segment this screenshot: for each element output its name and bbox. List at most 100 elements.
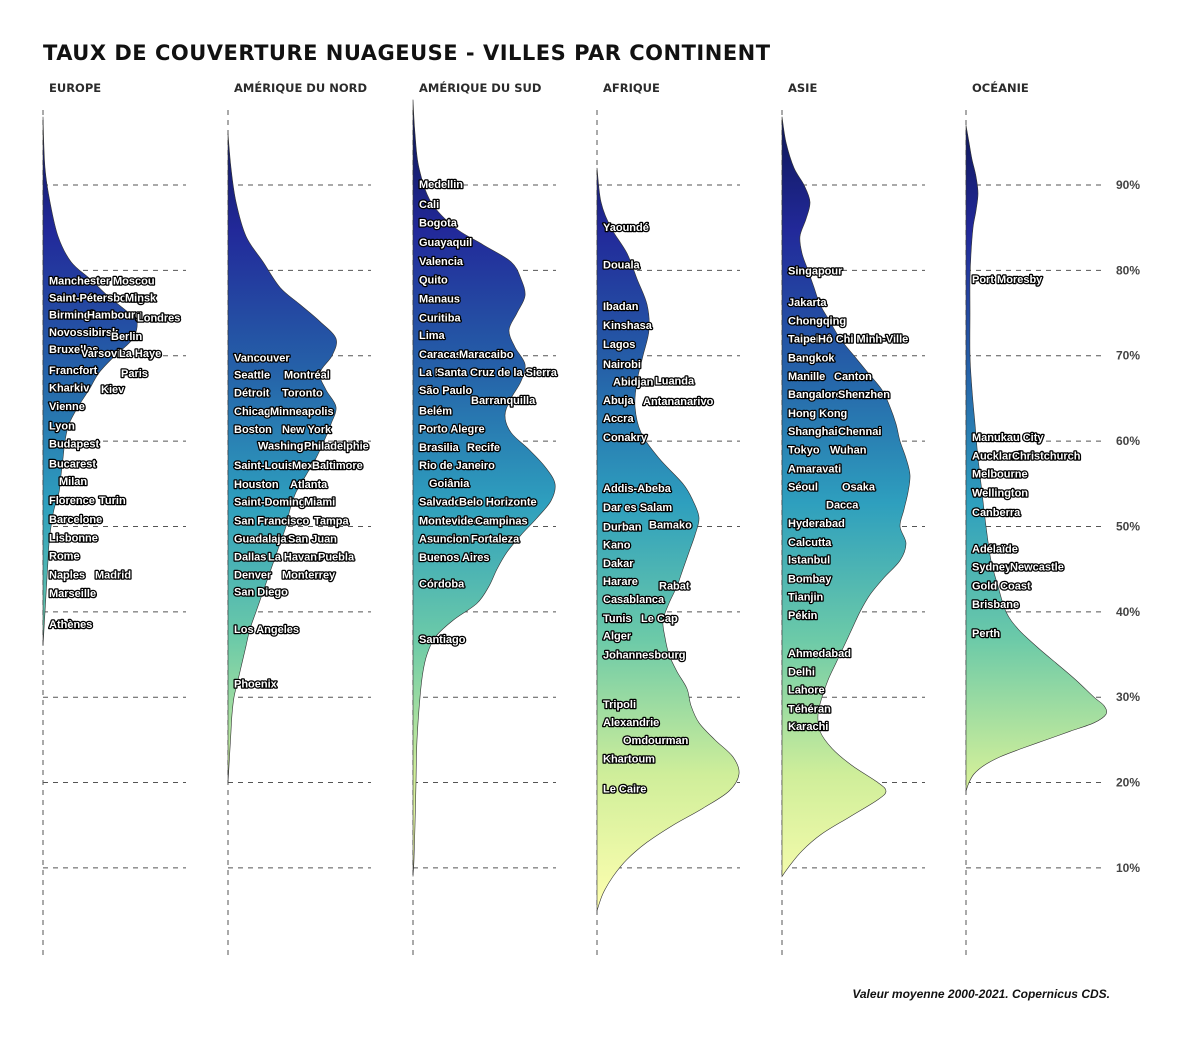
city-label: Paris bbox=[121, 368, 148, 380]
city-label: Córdoba bbox=[419, 579, 465, 591]
city-label: Vancouver bbox=[234, 352, 290, 364]
city-label: Auckland bbox=[972, 451, 1022, 463]
city-label: Tampa bbox=[314, 515, 350, 527]
city-label: Saint-Louis bbox=[234, 460, 294, 472]
city-label: Miami bbox=[304, 497, 335, 509]
city-label: Athènes bbox=[49, 619, 92, 631]
continent-column: AFRIQUE Yaoundé Douala Ibadan Kinshasa Lagos N… bbox=[596, 81, 740, 955]
city-label: Montevideo bbox=[419, 515, 480, 527]
city-label: Bangkok bbox=[788, 352, 835, 364]
city-label: Buenos Aires bbox=[419, 552, 490, 564]
city-label: Ibadan bbox=[603, 301, 639, 313]
city-label: Dacca bbox=[826, 499, 859, 511]
city-label: Guayaquil bbox=[419, 237, 472, 249]
city-label: Tokyo bbox=[788, 445, 820, 457]
city-label: Saint-Domingue bbox=[234, 497, 318, 509]
city-label: Goiânia bbox=[429, 478, 470, 490]
city-label: Dar es Salam bbox=[603, 502, 672, 514]
city-label: Caracas bbox=[419, 349, 462, 361]
city-label: Moscou bbox=[113, 276, 155, 288]
city-label: Khartoum bbox=[603, 754, 655, 766]
city-label: Novossibirsk bbox=[49, 327, 119, 339]
city-label: Kinshasa bbox=[603, 320, 653, 332]
city-label: Addis-Abeba bbox=[603, 483, 672, 495]
city-label: Minsk bbox=[125, 293, 157, 305]
city-label: Lima bbox=[419, 330, 446, 342]
city-label: Baltimore bbox=[312, 460, 363, 472]
city-label: Wellington bbox=[972, 487, 1028, 499]
city-label: Osaka bbox=[842, 481, 876, 493]
city-label: Bruxelles bbox=[49, 344, 99, 356]
continent-header: AMÉRIQUE DU SUD bbox=[419, 80, 541, 95]
city-label: Rabat bbox=[659, 580, 690, 592]
city-label: Rio de Janeiro bbox=[419, 460, 495, 472]
city-label: Jakarta bbox=[788, 297, 827, 309]
city-label: Naples bbox=[49, 569, 85, 581]
city-label: Téhéran bbox=[788, 703, 831, 715]
city-label: Accra bbox=[603, 413, 634, 425]
city-label: Johannesbourg bbox=[603, 650, 686, 662]
city-label: Séoul bbox=[788, 481, 818, 493]
continent-header: OCÉANIE bbox=[972, 80, 1029, 95]
city-label: Boston bbox=[234, 424, 272, 436]
city-label: Barranquilla bbox=[471, 395, 536, 407]
city-label: Amaravati bbox=[788, 463, 841, 475]
city-label: Marseille bbox=[49, 588, 96, 600]
city-label: Canberra bbox=[972, 507, 1021, 519]
city-label: Perth bbox=[972, 628, 1000, 640]
city-label: Valencia bbox=[419, 256, 464, 268]
city-label: Canton bbox=[834, 371, 872, 383]
city-label: Turin bbox=[99, 495, 126, 507]
city-label: Delhi bbox=[788, 667, 815, 679]
city-label: Denver bbox=[234, 569, 272, 581]
city-label: San Juan bbox=[288, 533, 337, 545]
city-label: Dakar bbox=[603, 558, 634, 570]
city-label: Abidjan bbox=[613, 376, 654, 388]
city-label: Seattle bbox=[234, 369, 270, 381]
city-label: Adélaïde bbox=[972, 544, 1018, 556]
city-label: Manaus bbox=[419, 294, 460, 306]
city-label: Lisbonne bbox=[49, 533, 98, 545]
continent-header: AFRIQUE bbox=[603, 81, 660, 95]
city-label: Birmingham bbox=[49, 310, 113, 322]
city-label: La Havane bbox=[268, 551, 323, 563]
city-label: Pékin bbox=[788, 610, 818, 622]
city-label: Kano bbox=[603, 539, 631, 551]
continent-header: AMÉRIQUE DU NORD bbox=[234, 80, 367, 95]
city-label: Lagos bbox=[603, 339, 635, 351]
density-area bbox=[227, 133, 337, 783]
city-label: Recife bbox=[467, 442, 500, 454]
city-label: Curitiba bbox=[419, 312, 461, 324]
city-label: Medellin bbox=[419, 179, 463, 191]
city-label: Madrid bbox=[95, 569, 131, 581]
city-label: Dallas bbox=[234, 551, 266, 563]
city-label: Francfort bbox=[49, 365, 98, 377]
city-label: Vienne bbox=[49, 401, 85, 413]
city-label: Atlanta bbox=[290, 479, 328, 491]
city-label: La Haye bbox=[119, 348, 161, 360]
city-label: Nairobi bbox=[603, 359, 641, 371]
y-tick-label: 10% bbox=[1116, 861, 1140, 875]
city-label: Calcutta bbox=[788, 537, 832, 549]
city-label: Maracaibo bbox=[459, 349, 514, 361]
city-label: Conakry bbox=[603, 432, 648, 444]
y-tick-label: 70% bbox=[1116, 349, 1140, 363]
city-label: Quito bbox=[419, 275, 448, 287]
city-label: Budapest bbox=[49, 439, 99, 451]
city-label: Varsovie bbox=[81, 348, 126, 360]
city-label: Hyderabad bbox=[788, 518, 845, 530]
city-label: Phoenix bbox=[234, 679, 278, 691]
y-tick-label: 20% bbox=[1116, 776, 1140, 790]
city-label: Berlin bbox=[111, 331, 142, 343]
city-label: Ahmedabad bbox=[788, 648, 851, 660]
city-label: Cali bbox=[419, 199, 439, 211]
city-label: Porto Alegre bbox=[419, 423, 485, 435]
city-label: Tunis bbox=[603, 613, 632, 625]
city-label: Florence bbox=[49, 495, 95, 507]
city-label: Mexico bbox=[292, 460, 330, 472]
city-label: Los Angeles bbox=[234, 624, 299, 636]
city-label: Hambourg bbox=[87, 310, 142, 322]
density-area bbox=[596, 167, 740, 911]
city-label: Manukau City bbox=[972, 432, 1044, 444]
density-area bbox=[965, 125, 1107, 792]
